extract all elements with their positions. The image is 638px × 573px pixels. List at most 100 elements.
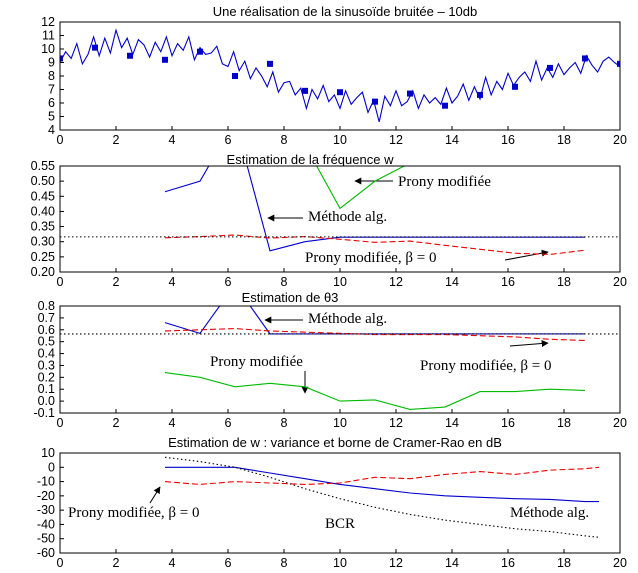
data-marker bbox=[547, 64, 553, 71]
y-tick-label: 6 bbox=[48, 96, 55, 110]
annotation-prony-modifiee: Prony modifiée bbox=[398, 174, 491, 190]
x-tick-label: 2 bbox=[113, 275, 120, 289]
data-marker bbox=[92, 44, 98, 51]
y-tick-label: 0.1 bbox=[38, 382, 55, 396]
annotation-prony-beta: Prony modifiée, β = 0 bbox=[68, 505, 200, 521]
x-tick-label: 8 bbox=[281, 556, 288, 570]
chart-title: Estimation de la fréquence w bbox=[227, 152, 395, 167]
x-tick-label: 0 bbox=[57, 133, 64, 147]
y-tick-label: 0.55 bbox=[31, 159, 55, 173]
data-marker bbox=[372, 98, 378, 105]
data-marker bbox=[407, 90, 413, 97]
y-tick-label: 0.50 bbox=[31, 174, 55, 188]
annotation-methode-alg: Méthode alg. bbox=[510, 505, 589, 521]
x-tick-label: 16 bbox=[501, 133, 515, 147]
series-line-0 bbox=[164, 306, 585, 335]
x-tick-label: 2 bbox=[113, 556, 120, 570]
y-tick-label: 10 bbox=[41, 446, 55, 460]
x-tick-label: 2 bbox=[113, 416, 120, 430]
y-tick-label: 0.4 bbox=[38, 347, 55, 361]
data-marker bbox=[162, 56, 168, 63]
y-tick-label: 8 bbox=[48, 69, 55, 83]
x-tick-label: 0 bbox=[57, 416, 64, 430]
x-tick-label: 4 bbox=[169, 133, 176, 147]
annotation-prony-beta: Prony modifiée, β = 0 bbox=[305, 250, 437, 266]
annotation-arrow bbox=[149, 486, 161, 504]
x-tick-label: 12 bbox=[389, 416, 403, 430]
annotation-arrow bbox=[504, 249, 549, 261]
y-tick-label: 0.40 bbox=[31, 204, 55, 218]
y-tick-label: 4 bbox=[48, 123, 55, 137]
chart-panel-variance: Estimation de w : variance et borne de C… bbox=[37, 435, 627, 570]
annotation-bcr: BCR bbox=[325, 516, 355, 532]
series-line-0 bbox=[165, 466, 599, 503]
series-line-1 bbox=[164, 234, 586, 255]
x-tick-label: 4 bbox=[169, 416, 176, 430]
x-tick-label: 16 bbox=[501, 556, 515, 570]
annotation-background bbox=[306, 311, 390, 327]
y-tick-label: 11 bbox=[42, 29, 55, 43]
annotation-methode-alg: Méthode alg. bbox=[308, 209, 387, 225]
annotation-prony-beta: Prony modifiée, β = 0 bbox=[420, 358, 552, 374]
x-tick-label: 20 bbox=[613, 133, 627, 147]
annotation-background bbox=[306, 209, 390, 225]
x-tick-label: 20 bbox=[613, 556, 627, 570]
x-tick-label: 10 bbox=[333, 133, 347, 147]
x-tick-label: 14 bbox=[445, 275, 459, 289]
x-tick-label: 6 bbox=[225, 133, 232, 147]
y-tick-label: 0.5 bbox=[38, 335, 55, 349]
x-tick-label: 18 bbox=[557, 556, 571, 570]
annotation-background bbox=[396, 174, 494, 190]
series-line-0 bbox=[164, 166, 585, 252]
y-tick-label: 0.30 bbox=[31, 235, 55, 249]
data-marker bbox=[127, 52, 133, 59]
plot-frame bbox=[59, 305, 621, 414]
x-tick-label: 0 bbox=[57, 275, 64, 289]
y-tick-label: 9 bbox=[48, 56, 55, 70]
x-tick-label: 4 bbox=[169, 556, 176, 570]
y-tick-label: -60 bbox=[37, 546, 55, 560]
x-tick-label: 12 bbox=[389, 275, 403, 289]
chart-panel-sinusoid: Une réalisation de la sinusoïde bruitée … bbox=[41, 4, 627, 147]
x-tick-label: 12 bbox=[389, 556, 403, 570]
series-line-1 bbox=[164, 466, 600, 485]
data-marker bbox=[337, 89, 343, 96]
x-tick-label: 14 bbox=[445, 416, 459, 430]
data-marker bbox=[582, 55, 588, 62]
x-tick-label: 14 bbox=[445, 556, 459, 570]
plot-frame bbox=[59, 165, 621, 273]
x-tick-label: 20 bbox=[613, 416, 627, 430]
data-marker bbox=[617, 60, 620, 67]
x-tick-label: 14 bbox=[445, 133, 459, 147]
y-tick-label: 0.0 bbox=[38, 394, 55, 408]
data-marker bbox=[512, 83, 518, 90]
series-line-2 bbox=[164, 372, 586, 410]
data-marker bbox=[477, 91, 483, 98]
y-tick-label: 7 bbox=[48, 83, 55, 97]
y-tick-label: 0.20 bbox=[31, 265, 55, 279]
x-tick-label: 10 bbox=[333, 556, 347, 570]
x-tick-label: 18 bbox=[557, 416, 571, 430]
y-tick-label: 0.45 bbox=[31, 189, 55, 203]
data-marker bbox=[197, 48, 203, 55]
y-tick-label: -20 bbox=[37, 489, 55, 503]
annotation-background bbox=[208, 354, 306, 370]
y-tick-label: 10 bbox=[41, 42, 55, 56]
y-tick-label: -50 bbox=[37, 532, 55, 546]
y-tick-label: 0.8 bbox=[38, 299, 55, 313]
x-tick-label: 10 bbox=[333, 416, 347, 430]
plot-frame bbox=[59, 21, 621, 131]
annotation-arrow bbox=[509, 340, 549, 347]
x-tick-label: 20 bbox=[613, 275, 627, 289]
y-tick-label: -10 bbox=[37, 475, 55, 489]
y-tick-label: 0.35 bbox=[31, 220, 55, 234]
annotation-background bbox=[66, 505, 202, 521]
plot-frame bbox=[59, 452, 621, 554]
y-tick-label: 12 bbox=[41, 15, 55, 29]
x-tick-label: 16 bbox=[501, 275, 515, 289]
chart-panel-frequency: Estimation de la fréquence w 0 2 4 6 8 10 12 14… bbox=[31, 152, 627, 289]
x-tick-label: 8 bbox=[281, 133, 288, 147]
x-tick-label: 8 bbox=[281, 416, 288, 430]
x-tick-label: 6 bbox=[225, 556, 232, 570]
x-tick-label: 18 bbox=[557, 275, 571, 289]
